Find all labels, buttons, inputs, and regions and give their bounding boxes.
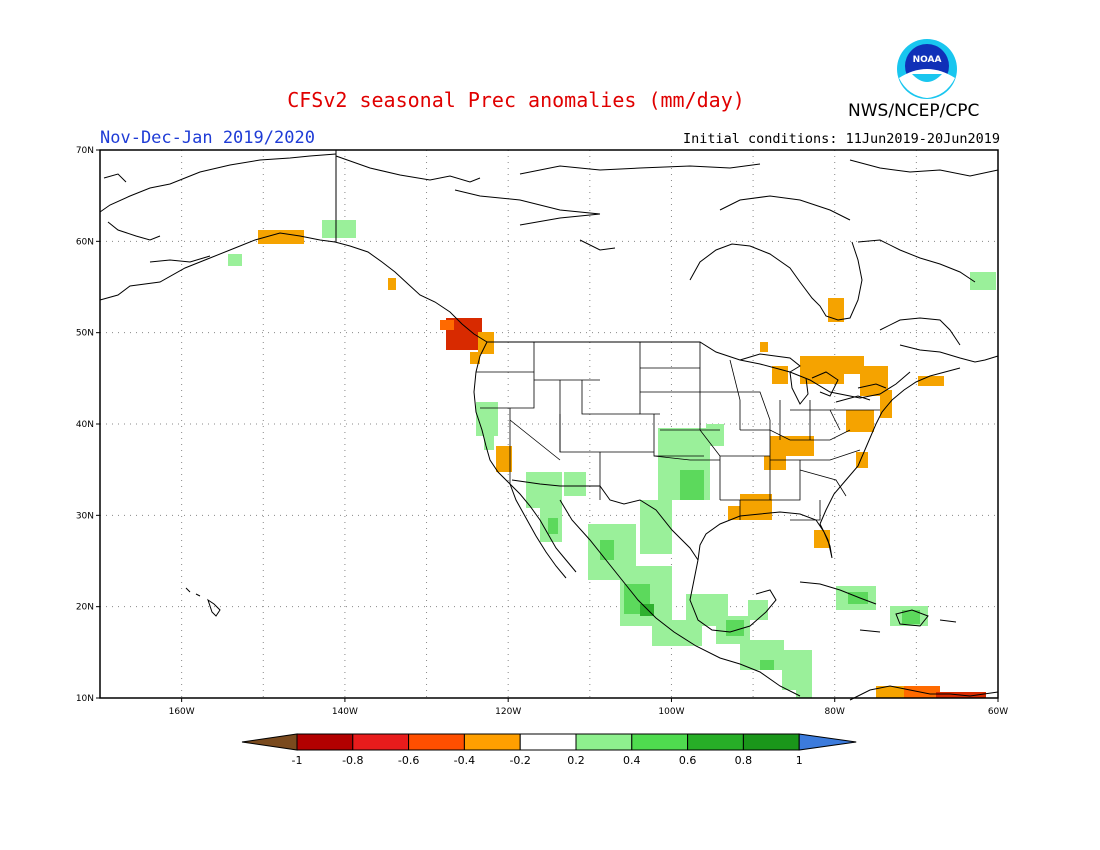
anomaly-cell	[876, 686, 904, 698]
anomaly-cell	[728, 506, 746, 520]
anomaly-cell	[840, 356, 864, 374]
colorbar-segment	[742, 733, 800, 751]
anomaly-cell	[548, 518, 558, 534]
anomaly-cell	[564, 472, 586, 496]
noaa-logo-text: NOAA	[913, 55, 942, 65]
colorbar-segment	[296, 733, 354, 751]
anomaly-cell	[796, 690, 812, 698]
colorbar-label: -0.2	[509, 754, 530, 767]
colorbar-label: -0.6	[398, 754, 419, 767]
colorbar-high-arrow	[798, 733, 857, 751]
anomaly-cell	[770, 436, 814, 456]
anomaly-cell	[640, 500, 672, 554]
anomaly-cell	[484, 436, 494, 450]
anomaly-cell	[440, 320, 454, 330]
lon-tick-label: 160W	[169, 707, 195, 717]
lat-tick-label: 30N	[76, 511, 94, 521]
lat-tick-label: 60N	[76, 237, 94, 247]
anomaly-cell	[726, 620, 744, 636]
anomaly-cell	[772, 366, 788, 384]
anomaly-cell	[880, 390, 892, 418]
initial-conditions: Initial conditions: 11Jun2019-20Jun2019	[683, 131, 1000, 147]
anomaly-cell	[828, 298, 844, 322]
anomaly-cell	[228, 254, 242, 266]
noaa-logo: NOAA	[897, 39, 957, 99]
agency-label: NWS/NCEP/CPC	[848, 101, 980, 121]
anomaly-cell	[680, 470, 704, 500]
colorbar-label: -0.4	[454, 754, 475, 767]
colorbar-low-arrow	[241, 733, 298, 751]
colorbar-label: 0.6	[679, 754, 697, 767]
anomaly-cell	[760, 660, 774, 670]
colorbar-segment	[463, 733, 521, 751]
map-title: CFSv2 seasonal Prec anomalies (mm/day)	[287, 88, 745, 112]
colorbar-label: 0.8	[735, 754, 753, 767]
colorbar-label: 0.2	[567, 754, 585, 767]
coastlines	[99, 150, 999, 701]
lon-tick-label: 100W	[658, 707, 684, 717]
colorbar: -1 -0.8 -0.6 -0.4 -0.2 0.2 0.4 0.6 0.8 1	[241, 733, 857, 767]
longitude-ticks: 160W 140W 120W 100W 80W 60W	[169, 698, 1008, 717]
colorbar-segment	[631, 733, 689, 751]
colorbar-segment	[352, 733, 410, 751]
lon-tick-label: 60W	[988, 707, 1008, 717]
anomaly-cell	[782, 650, 812, 690]
anomaly-cell	[388, 278, 396, 290]
colorbar-segment	[687, 733, 744, 751]
anomaly-cell	[814, 530, 830, 548]
anomaly-cell	[706, 424, 724, 446]
lat-tick-label: 70N	[76, 146, 94, 156]
anomaly-cell	[970, 272, 996, 290]
anomaly-cell	[526, 472, 562, 508]
lat-tick-label: 50N	[76, 329, 94, 339]
anomaly-cell	[846, 410, 874, 432]
lon-tick-label: 120W	[495, 707, 521, 717]
lon-tick-label: 140W	[332, 707, 358, 717]
anomaly-cell	[760, 342, 768, 352]
lat-tick-label: 10N	[76, 694, 94, 704]
anomaly-cell	[496, 446, 512, 472]
anomaly-cell	[322, 220, 356, 238]
colorbar-label: -1	[292, 754, 303, 767]
colorbar-segment	[575, 733, 633, 751]
anomaly-cell	[748, 600, 768, 620]
colorbar-segment	[519, 733, 577, 751]
latitude-ticks: 70N 60N 50N 40N 30N 20N 10N	[76, 146, 100, 704]
colorbar-label: 1	[796, 754, 803, 767]
anomaly-cell	[902, 610, 920, 624]
anomaly-cell	[470, 352, 480, 364]
anomaly-cell	[476, 402, 498, 436]
season-period: Nov-Dec-Jan 2019/2020	[100, 128, 315, 148]
colorbar-label: -0.8	[342, 754, 363, 767]
lon-tick-label: 80W	[825, 707, 845, 717]
colorbar-segment	[408, 733, 465, 751]
anomaly-cells	[228, 220, 996, 698]
anomaly-cell	[258, 230, 304, 244]
anomaly-cell	[600, 540, 614, 560]
colorbar-label: 0.4	[623, 754, 641, 767]
lat-tick-label: 20N	[76, 603, 94, 613]
state-borders	[476, 342, 880, 521]
anomaly-cell	[918, 376, 944, 386]
lat-tick-label: 40N	[76, 420, 94, 430]
anomaly-cell	[764, 456, 786, 470]
anomaly-cell	[848, 592, 868, 604]
